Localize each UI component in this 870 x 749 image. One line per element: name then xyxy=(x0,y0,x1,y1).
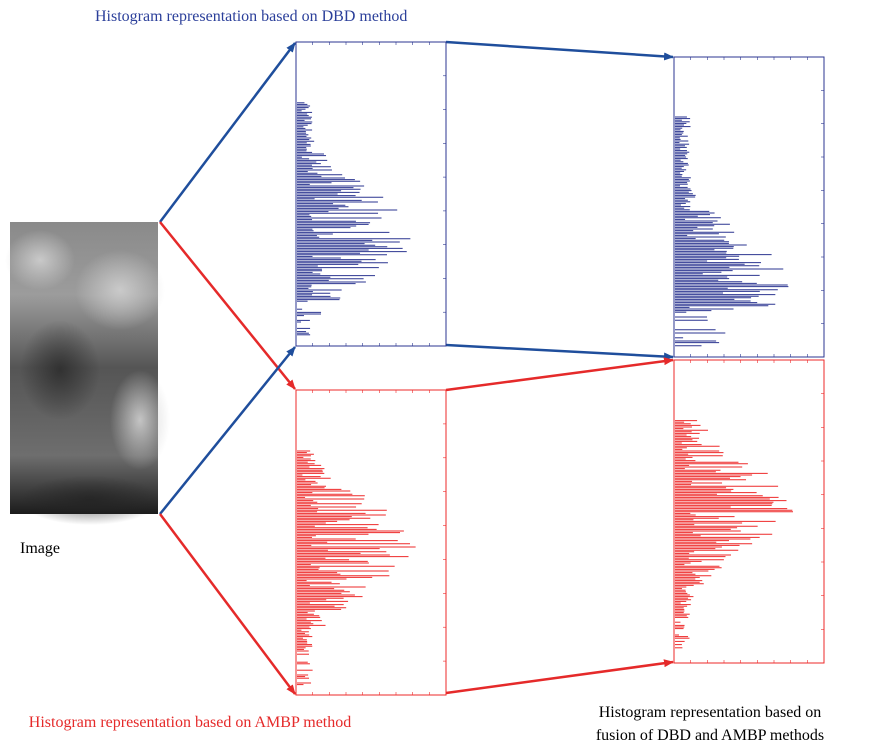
image-label: Image xyxy=(20,540,60,557)
bottom-right-label: Histogram representation based on xyxy=(599,704,822,721)
page: {"top_label": "Histogram representation … xyxy=(0,0,870,749)
histograms xyxy=(296,42,824,695)
bottom-right-label: fusion of DBD and AMBP methods xyxy=(596,727,824,744)
arrows xyxy=(160,42,673,694)
bottom-left-label: Histogram representation based on AMBP m… xyxy=(29,714,351,731)
top-label: Histogram representation based on DBD me… xyxy=(95,8,407,25)
image xyxy=(5,222,170,525)
diagram: Histogram representation based on DBD me… xyxy=(0,0,870,749)
histogram-frame xyxy=(674,57,824,357)
